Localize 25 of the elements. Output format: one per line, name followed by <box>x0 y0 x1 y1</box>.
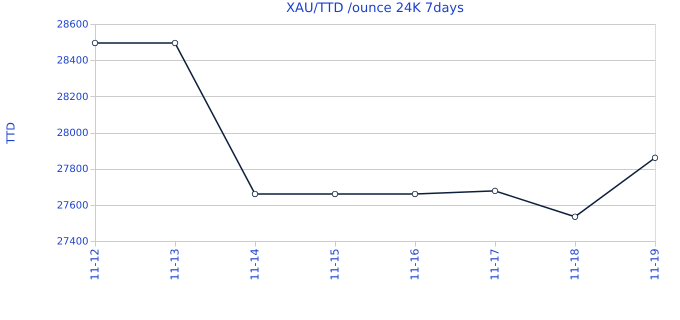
point <box>92 40 98 46</box>
point <box>332 190 338 198</box>
y-tick-label: 28400 <box>56 56 88 67</box>
y-tick-label: 27800 <box>56 164 88 176</box>
y-tick-label: 27600 <box>56 200 88 212</box>
x-tick-label: 11-19 <box>648 248 662 280</box>
y-tick-label: 28600 <box>56 20 88 30</box>
point <box>252 190 258 198</box>
x-tick-label: 11-12 <box>88 248 102 280</box>
y-tick-label: 28000 <box>56 128 88 139</box>
point <box>412 190 418 198</box>
x-tick-label: 11-13 <box>168 248 182 280</box>
point <box>172 40 178 46</box>
x-tick-label: 11-15 <box>328 248 342 280</box>
x-tick-label: 11-17 <box>488 248 502 280</box>
y-axis-title: TTD <box>4 122 18 145</box>
x-tick-label: 11-14 <box>248 248 262 280</box>
chart-title: XAU/TTD /ounce 24K 7days <box>286 1 464 16</box>
y-tick-label: 28200 <box>56 92 88 103</box>
y-tick-label: 27400 <box>56 236 88 248</box>
point <box>572 214 578 220</box>
point <box>492 188 498 194</box>
x-tick-label: 11-16 <box>408 248 422 280</box>
x-tick-label: 11-18 <box>568 248 582 280</box>
point <box>652 154 658 161</box>
